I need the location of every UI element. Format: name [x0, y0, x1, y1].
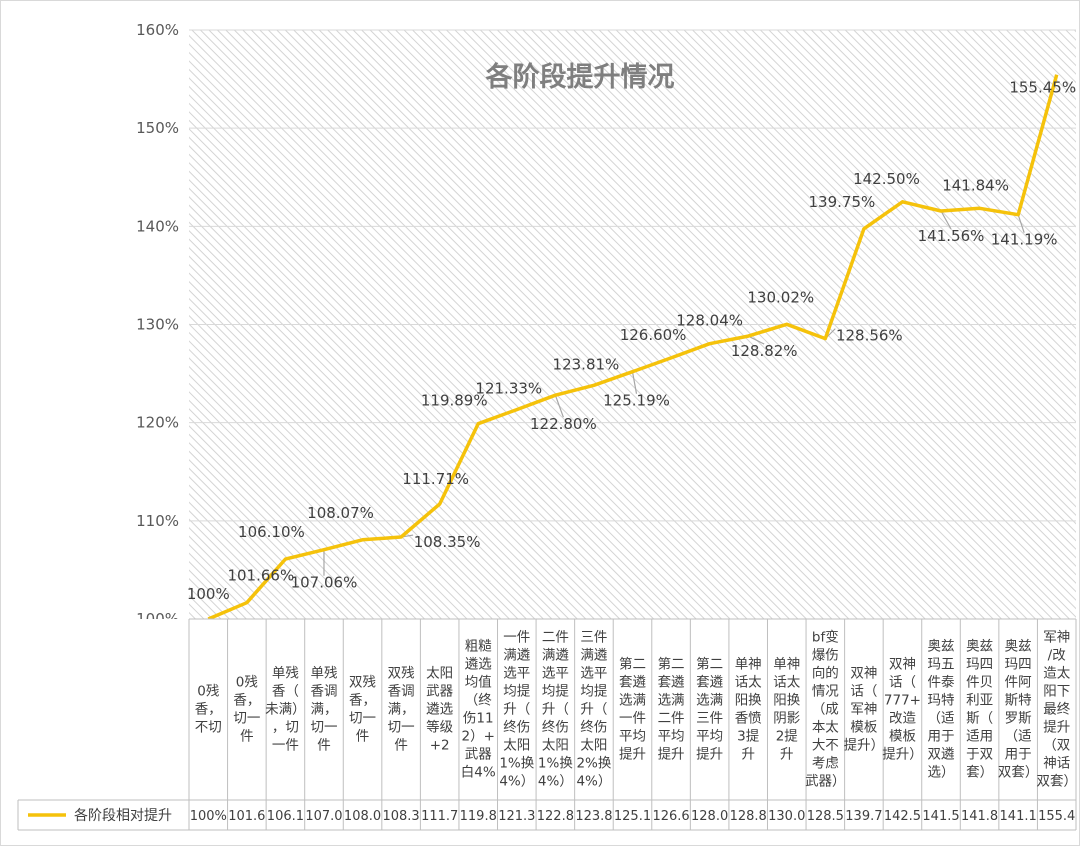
data-label: 100% — [187, 585, 230, 603]
y-tick-label: 110% — [136, 512, 179, 530]
data-label: 141.84% — [942, 176, 1009, 194]
table-value: 100% — [190, 809, 227, 824]
label-leader-lines — [323, 210, 1025, 576]
data-label: 108.35% — [414, 533, 481, 551]
series-line — [207, 74, 1059, 621]
table-value: 139.7 — [845, 809, 882, 824]
category-label: 双神话（军神模板提升） — [844, 666, 885, 754]
leader-line — [554, 394, 564, 418]
table-value: 101.6 — [228, 809, 265, 824]
category-label: 单残香调满，切一件 — [310, 666, 337, 754]
table-value: 125.1 — [614, 809, 651, 824]
table-value: 130.0 — [768, 809, 805, 824]
category-label: 三件满遴选平均提升（终伤太阳 2%换 4%） — [576, 630, 611, 790]
table-value: 122.8 — [537, 809, 574, 824]
y-axis-ticks: 100%110%120%130%140%150%160% — [136, 21, 179, 628]
category-label: 奥兹玛四件贝利亚斯（适用于双套） — [966, 638, 993, 781]
leader-line — [747, 335, 765, 345]
data-table: 0残香，不切 0残香，切一件单残香（未满），切一件单残香调满，切一件双残香，切一件… — [17, 618, 1077, 831]
category-label: 第二套遴选满二件平均提升 — [658, 656, 685, 763]
table-value: 108.0 — [344, 809, 381, 824]
category-label: 军神/改造太阳下最终提升（双神话双套） — [1036, 630, 1077, 790]
data-label: 107.06% — [291, 574, 358, 592]
category-label: 双残香调满，切一件 — [388, 666, 415, 754]
data-label: 122.80% — [530, 415, 597, 433]
category-label: 0残香，切一件 — [233, 675, 260, 745]
category-label: bf变爆伤向的情况（成本太大不考虑武器） — [805, 630, 846, 790]
category-label: 一件满遴选平均提升（终伤太阳 1%换 4%） — [499, 630, 534, 790]
y-tick-label: 130% — [136, 316, 179, 334]
data-label: 141.56% — [918, 227, 985, 245]
data-label: 130.02% — [747, 288, 814, 306]
data-label: 125.19% — [603, 392, 670, 410]
table-value: 119.8 — [460, 809, 497, 824]
table-value: 108.3 — [382, 809, 419, 824]
table-value: 123.8 — [575, 809, 612, 824]
data-label: 126.60% — [620, 326, 687, 344]
chart-title: 各阶段提升情况 — [485, 61, 675, 93]
data-label: 128.04% — [676, 312, 743, 330]
table-value: 141.5 — [922, 809, 959, 824]
y-tick-label: 140% — [136, 217, 179, 235]
data-label: 119.89% — [421, 392, 488, 410]
category-label: 双残香，切一件 — [349, 675, 376, 745]
category-label: 第二套遴选满一件平均提升 — [619, 656, 647, 763]
table-value: 128.5 — [807, 809, 844, 824]
category-label: 第二套遴选满三件平均提升 — [696, 656, 723, 763]
data-label: 128.56% — [836, 327, 903, 345]
data-label: 141.19% — [991, 231, 1058, 249]
leader-line — [1017, 214, 1025, 233]
data-label: 101.66% — [227, 567, 294, 585]
table-value: 107.0 — [305, 809, 342, 824]
table-value: 155.4 — [1038, 809, 1075, 824]
data-label: 142.50% — [853, 170, 920, 188]
category-label: 奥兹玛五件泰玛特（适用于双遴选） — [928, 638, 956, 781]
leader-line — [940, 210, 952, 230]
data-label: 108.07% — [307, 504, 374, 522]
data-label: 121.33% — [475, 380, 542, 398]
category-label: 单神话太阳换阴影 2提升 — [773, 657, 801, 763]
category-label: 奥兹玛四件阿斯特罗斯（适用于双套） — [998, 638, 1039, 781]
data-label: 111.71% — [402, 470, 469, 488]
table-value: 121.3 — [498, 809, 535, 824]
data-label: 106.10% — [238, 523, 305, 541]
legend-label: 各阶段相对提升 — [74, 808, 172, 824]
table-background — [18, 619, 1076, 830]
table-value: 141.1 — [1000, 809, 1037, 824]
gridlines — [189, 29, 1076, 620]
table-value: 111.7 — [421, 809, 458, 824]
y-tick-label: 150% — [136, 119, 179, 137]
category-label: 0残香，不切 — [195, 684, 222, 736]
data-label: 139.75% — [809, 193, 876, 211]
data-label: 155.45% — [1009, 79, 1076, 97]
data-label: 123.81% — [553, 355, 620, 373]
category-label: 单神话太阳换香愤 3提升 — [735, 657, 763, 763]
y-tick-label: 160% — [136, 21, 179, 39]
y-tick-label: 120% — [136, 414, 179, 432]
table-value: 141.8 — [961, 809, 998, 824]
table-value: 142.5 — [884, 809, 921, 824]
data-labels: 100%101.66% 106.10% 107.06% 108.07% 108.35% 1… — [187, 79, 1076, 603]
table-value: 126.6 — [652, 809, 689, 824]
category-label: 太阳武器遴选等级+2 — [426, 666, 453, 754]
data-label: 128.82% — [731, 342, 798, 360]
table-value: 128.8 — [730, 809, 767, 824]
category-label: 单残香（未满），切一件 — [265, 666, 306, 754]
leader-line — [631, 371, 638, 394]
category-label: 二件满遴选平均提升（终伤太阳 1%换 4%） — [538, 630, 573, 790]
table-value: 128.0 — [691, 809, 728, 824]
category-label: 双神话（ 777+改造模板提升） — [882, 657, 923, 763]
table-value: 106.1 — [267, 809, 304, 824]
category-label: 粗糙遴选均值（终伤11 2）+武器白4% — [461, 639, 496, 781]
